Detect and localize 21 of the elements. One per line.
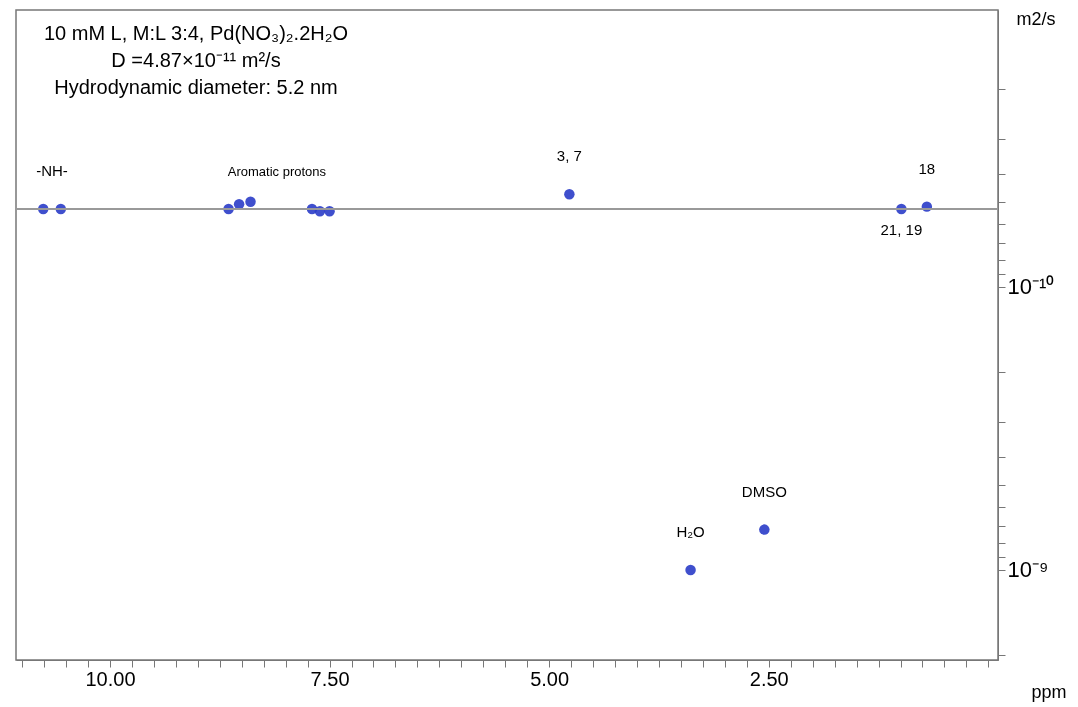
point: [564, 188, 575, 200]
x-axis-title: ppm: [1031, 681, 1067, 702]
annotation: Aromatic protons: [227, 163, 327, 179]
text: D =4.87×10⁻¹¹ m²/s Hydrodynamic diameter: 5.2 nm: [54, 49, 338, 98]
x-tick-label: 10.00: [85, 667, 136, 690]
point: [759, 524, 770, 535]
annotation: DMSO: [741, 482, 787, 500]
x-tick-label: 2.50: [749, 667, 789, 690]
annotation: 18: [918, 159, 936, 177]
annotation: 21, 19: [880, 220, 923, 238]
y-tick-label: 10⁻⁹: [1007, 557, 1049, 583]
annotation: 3, 7: [556, 147, 582, 165]
annotation: -NH-: [36, 161, 68, 179]
annotation: H₂O: [676, 522, 705, 540]
point: [245, 196, 256, 208]
text: 10 mM L, M:L 3:4, Pd(NO₃)₂.2H₂O: [43, 22, 349, 44]
x-tick-label: 7.50: [310, 667, 350, 690]
x-tick-label: 5.00: [530, 667, 570, 690]
y-axis-title: m2/s: [1016, 8, 1056, 29]
point: [685, 564, 696, 576]
y-tick-label: 10⁻¹⁰: [1007, 274, 1055, 300]
